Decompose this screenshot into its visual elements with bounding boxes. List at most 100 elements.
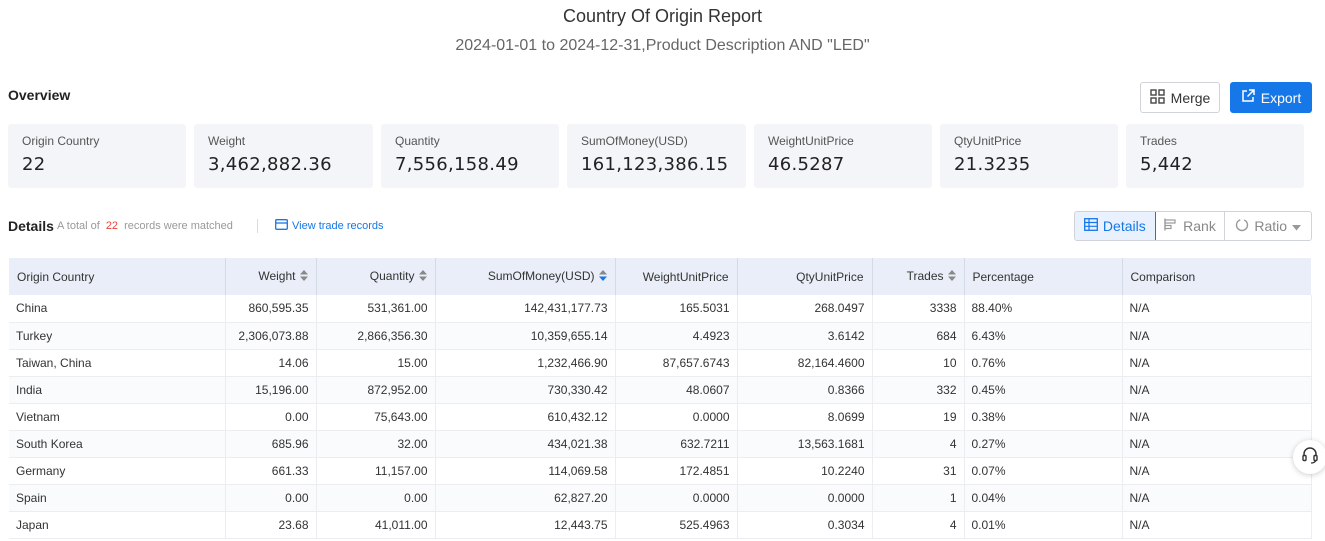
cell-comparison: N/A <box>1122 511 1312 538</box>
report-subtitle: 2024-01-01 to 2024-12-31,Product Descrip… <box>455 37 870 54</box>
cell-percentage: 0.45% <box>964 376 1123 403</box>
tab-rank[interactable]: Rank <box>1156 212 1226 240</box>
records-matched-summary: A total of 22 records were matched <box>57 220 233 232</box>
cell-weight-unit-price: 0.0000 <box>615 403 738 430</box>
stat-card-label: SumOfMoney(USD) <box>581 134 688 148</box>
cell-sum-of-money: 12,443.75 <box>435 511 616 538</box>
stat-card-label: Origin Country <box>22 134 100 148</box>
cell-sum-of-money: 114,069.58 <box>435 457 616 484</box>
cell-origin-country: Vietnam <box>9 403 226 430</box>
table-row: Japan 23.68 41,011.00 12,443.75 525.4963… <box>9 511 1312 538</box>
column-header-label: Comparison <box>1130 269 1196 284</box>
stat-card-value: 161,123,386.15 <box>581 154 729 175</box>
cell-trades: 684 <box>872 322 965 349</box>
cell-comparison: N/A <box>1122 430 1312 457</box>
cell-trades: 10 <box>872 349 965 376</box>
cell-weight: 661.33 <box>225 457 317 484</box>
cell-sum-of-money: 62,827.20 <box>435 484 616 511</box>
details-heading: Details <box>8 218 54 234</box>
column-header-origin-country[interactable]: Origin Country <box>9 258 226 295</box>
customer-support-button[interactable] <box>1293 440 1325 474</box>
cell-qty-unit-price: 0.0000 <box>737 484 873 511</box>
cell-qty-unit-price: 3.6142 <box>737 322 873 349</box>
column-header-comparison[interactable]: Comparison <box>1122 258 1311 295</box>
cell-sum-of-money: 10,359,655.14 <box>435 322 616 349</box>
headset-icon <box>1301 446 1319 469</box>
cell-weight-unit-price: 632.7211 <box>615 430 738 457</box>
column-header-label: Quantity <box>369 269 415 284</box>
table-row: Germany 661.33 11,157.00 114,069.58 172.… <box>9 457 1312 484</box>
ratio-icon <box>1235 218 1249 235</box>
cell-weight-unit-price: 165.5031 <box>615 295 738 322</box>
column-header-label: QtyUnitPrice <box>796 269 864 284</box>
column-header-sum-of-money[interactable]: SumOfMoney(USD) <box>435 258 616 295</box>
cell-quantity: 2,866,356.30 <box>316 322 436 349</box>
table-row: India 15,196.00 872,952.00 730,330.42 48… <box>9 376 1312 403</box>
cell-weight-unit-price: 172.4851 <box>615 457 738 484</box>
cell-percentage: 0.76% <box>964 349 1123 376</box>
column-header-qty-unit-price[interactable]: QtyUnitPrice <box>737 258 873 295</box>
cell-qty-unit-price: 0.3034 <box>737 511 873 538</box>
table-row: South Korea 685.96 32.00 434,021.38 632.… <box>9 430 1312 457</box>
stat-card-value: 3,462,882.36 <box>208 154 332 175</box>
column-header-weight[interactable]: Weight <box>225 258 317 295</box>
cell-quantity: 41,011.00 <box>316 511 436 538</box>
stat-card-label: QtyUnitPrice <box>954 134 1022 148</box>
export-button-label: Export <box>1260 89 1302 106</box>
cell-origin-country: China <box>9 295 226 322</box>
tab-ratio-label: Ratio <box>1254 218 1288 234</box>
stat-card-weight-unit-price: WeightUnitPrice 46.5287 <box>754 124 932 188</box>
column-header-trades[interactable]: Trades <box>872 258 965 295</box>
cell-comparison: N/A <box>1122 376 1312 403</box>
cell-weight: 23.68 <box>225 511 317 538</box>
cell-comparison: N/A <box>1122 457 1312 484</box>
cell-comparison: N/A <box>1122 484 1312 511</box>
cell-weight: 0.00 <box>225 484 317 511</box>
stat-card-value: 21.3235 <box>954 154 1031 175</box>
cell-origin-country: Germany <box>9 457 226 484</box>
column-header-percentage[interactable]: Percentage <box>964 258 1123 295</box>
stat-card-label: Trades <box>1140 134 1177 148</box>
cell-origin-country: Turkey <box>9 322 226 349</box>
export-button[interactable]: Export <box>1230 82 1312 113</box>
stat-card-value: 5,442 <box>1140 154 1194 175</box>
cell-quantity: 15.00 <box>316 349 436 376</box>
cell-weight: 685.96 <box>225 430 317 457</box>
cell-percentage: 6.43% <box>964 322 1123 349</box>
cell-trades: 1 <box>872 484 965 511</box>
tab-details[interactable]: Details <box>1075 212 1156 240</box>
sort-desc-icon[interactable] <box>598 269 607 284</box>
matched-prefix: A total of <box>57 220 100 232</box>
cell-quantity: 32.00 <box>316 430 436 457</box>
stat-card-value: 46.5287 <box>768 154 845 175</box>
cell-trades: 3338 <box>872 295 965 322</box>
cell-qty-unit-price: 82,164.4600 <box>737 349 873 376</box>
records-icon <box>275 219 288 233</box>
matched-suffix: records were matched <box>124 220 233 232</box>
sort-icon[interactable] <box>947 269 956 284</box>
cell-weight-unit-price: 87,657.6743 <box>615 349 738 376</box>
cell-weight: 0.00 <box>225 403 317 430</box>
cell-quantity: 531,361.00 <box>316 295 436 322</box>
cell-trades: 19 <box>872 403 965 430</box>
cell-qty-unit-price: 10.2240 <box>737 457 873 484</box>
cell-sum-of-money: 610,432.12 <box>435 403 616 430</box>
column-header-weight-unit-price[interactable]: WeightUnitPrice <box>615 258 738 295</box>
table-header-row: Origin Country Weight Quantity SumOfMone… <box>9 258 1311 295</box>
stat-card-label: Weight <box>208 134 246 148</box>
column-header-quantity[interactable]: Quantity <box>316 258 436 295</box>
export-icon <box>1241 89 1255 106</box>
matched-count: 22 <box>105 220 119 232</box>
view-trade-records-link[interactable]: View trade records <box>275 219 384 233</box>
stat-card-quantity: Quantity 7,556,158.49 <box>381 124 559 188</box>
cell-origin-country: Japan <box>9 511 226 538</box>
tab-ratio-dropdown[interactable]: Ratio <box>1225 212 1311 240</box>
cell-trades: 332 <box>872 376 965 403</box>
divider <box>257 219 258 233</box>
cell-percentage: 0.04% <box>964 484 1123 511</box>
cell-quantity: 872,952.00 <box>316 376 436 403</box>
sort-icon[interactable] <box>418 269 427 284</box>
sort-icon[interactable] <box>299 269 308 284</box>
merge-button[interactable]: Merge <box>1140 82 1220 113</box>
cell-weight-unit-price: 525.4963 <box>615 511 738 538</box>
